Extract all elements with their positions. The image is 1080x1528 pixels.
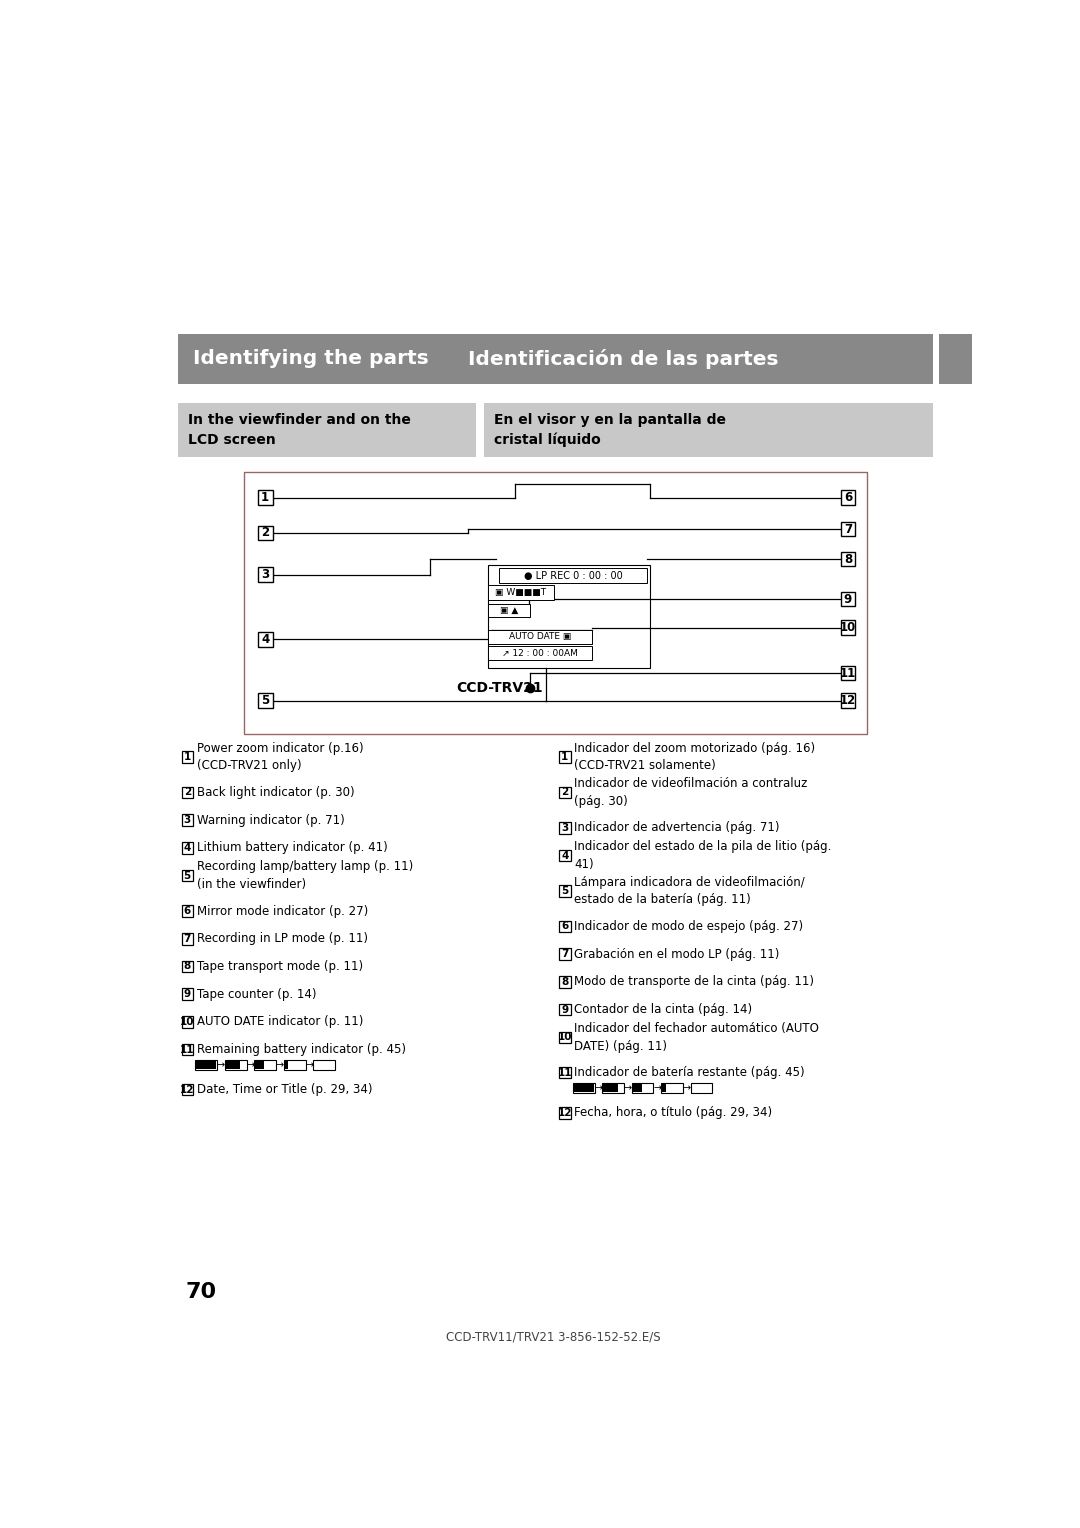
Bar [840,591,855,607]
Bar [181,752,193,762]
Text: →: → [653,1083,661,1093]
Text: Grabación en el modo LP (pág. 11): Grabación en el modo LP (pág. 11) [575,947,780,961]
Bar [633,1085,642,1093]
Bar [499,568,647,584]
Bar [662,1085,666,1093]
Bar [258,694,272,707]
Text: 12: 12 [840,694,856,707]
Bar [559,921,570,932]
Bar [195,1060,217,1070]
Bar [840,521,855,536]
Text: 7: 7 [184,934,191,944]
Bar [691,1083,713,1093]
Text: 11: 11 [840,666,856,680]
Text: Recording in LP mode (p. 11): Recording in LP mode (p. 11) [197,932,368,946]
Text: In the viewfinder and on the
LCD screen: In the viewfinder and on the LCD screen [188,413,410,446]
Text: 70: 70 [186,1282,216,1302]
Text: 2: 2 [562,787,568,798]
Text: 9: 9 [843,593,852,605]
Bar [181,934,193,944]
Bar [255,1060,265,1070]
Text: 8: 8 [184,961,191,972]
Bar [632,1083,653,1093]
Bar [559,1031,570,1044]
Bar [284,1060,306,1070]
Text: ▣ ▲: ▣ ▲ [500,605,518,614]
Text: 4: 4 [261,633,269,646]
Bar [559,1067,570,1079]
Bar [661,1083,683,1093]
Bar [243,472,867,733]
Bar [840,666,855,680]
Bar [488,604,530,617]
Bar [840,620,855,636]
Text: Indicador del fechador automático (AUTO
DATE) (pág. 11): Indicador del fechador automático (AUTO … [575,1022,820,1053]
Text: →: → [306,1060,313,1070]
Bar [181,814,193,827]
Text: →: → [594,1083,603,1093]
Bar [313,1060,335,1070]
Text: Indicador de batería restante (pág. 45): Indicador de batería restante (pág. 45) [575,1067,805,1079]
Bar [559,1106,570,1118]
Text: 6: 6 [562,921,568,932]
Text: →: → [624,1083,632,1093]
Text: Date, Time or Title (p. 29, 34): Date, Time or Title (p. 29, 34) [197,1083,373,1096]
Bar [181,905,193,917]
Bar [484,403,933,457]
Text: ▣ W■■■T: ▣ W■■■T [495,588,546,597]
Bar [488,646,592,660]
Text: 5: 5 [562,886,568,895]
Text: 9: 9 [184,989,191,999]
Bar [940,333,972,384]
Text: 1: 1 [562,752,568,762]
Bar [603,1083,624,1093]
Bar [559,949,570,960]
Bar [197,1060,216,1070]
Bar [181,869,193,882]
Text: 10: 10 [840,622,856,634]
Bar [559,822,570,834]
Text: CCD-TRV11/TRV21 3-856-152-52.E/S: CCD-TRV11/TRV21 3-856-152-52.E/S [446,1331,661,1343]
Text: Contador de la cinta (pág. 14): Contador de la cinta (pág. 14) [575,1002,753,1016]
Text: 3: 3 [184,814,191,825]
Text: 3: 3 [261,568,269,581]
Text: AUTO DATE indicator (p. 11): AUTO DATE indicator (p. 11) [197,1016,363,1028]
Text: 8: 8 [562,976,568,987]
Text: Recording lamp/battery lamp (p. 11)
(in the viewfinder): Recording lamp/battery lamp (p. 11) (in … [197,860,414,891]
Bar [181,1083,193,1096]
Text: 4: 4 [184,843,191,853]
Text: →: → [683,1083,691,1093]
Bar [559,1004,570,1015]
Text: Tape transport mode (p. 11): Tape transport mode (p. 11) [197,960,363,973]
Text: Tape counter (p. 14): Tape counter (p. 14) [197,987,316,1001]
Bar [181,787,193,798]
Text: Indicador del estado de la pila de litio (pág.
41): Indicador del estado de la pila de litio… [575,840,832,871]
Bar [559,976,570,987]
Bar [559,850,570,862]
Text: 1: 1 [184,752,191,762]
Text: 5: 5 [261,694,269,707]
Bar [181,1016,193,1028]
Text: 3: 3 [562,824,568,833]
Text: 11: 11 [180,1045,194,1054]
Text: En el visor y en la pantalla de
cristal líquido: En el visor y en la pantalla de cristal … [494,413,726,446]
Text: →: → [217,1060,225,1070]
Text: 4: 4 [561,851,568,860]
Text: Identificación de las partes: Identificación de las partes [469,348,779,368]
Bar [488,630,592,643]
Text: ● LP REC 0 : 00 : 00: ● LP REC 0 : 00 : 00 [524,570,622,581]
Bar [840,694,855,707]
Bar [181,1044,193,1056]
Text: AUTO DATE ▣: AUTO DATE ▣ [509,633,571,642]
Text: 8: 8 [843,553,852,565]
Bar [258,633,272,646]
Text: Indicador de modo de espejo (pág. 27): Indicador de modo de espejo (pág. 27) [575,920,804,934]
Bar [177,333,933,384]
Text: Lithium battery indicator (p. 41): Lithium battery indicator (p. 41) [197,842,388,854]
Text: 2: 2 [261,527,269,539]
Text: Back light indicator (p. 30): Back light indicator (p. 30) [197,785,354,799]
Text: 11: 11 [557,1068,572,1077]
Text: 9: 9 [562,1004,568,1015]
Bar [573,1085,594,1093]
Text: 12: 12 [557,1108,572,1118]
